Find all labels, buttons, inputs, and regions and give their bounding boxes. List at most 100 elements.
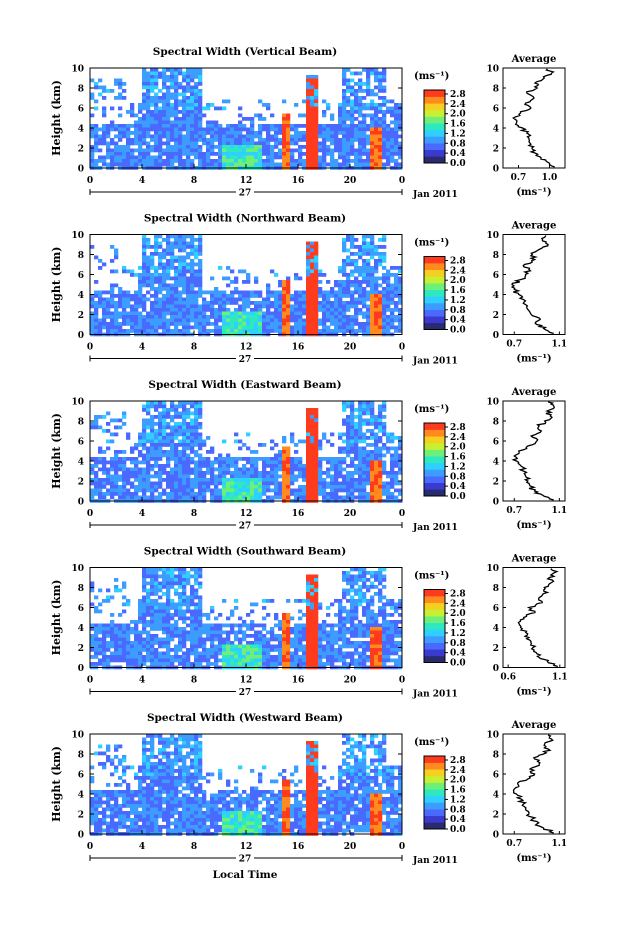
heatmap-cell <box>354 124 359 128</box>
heatmap-cell <box>222 467 227 472</box>
heatmap-cell <box>122 318 127 323</box>
heatmap-cell <box>134 120 139 125</box>
heatmap-cell <box>202 641 207 645</box>
heatmap-cell <box>306 329 311 333</box>
heatmap-cell <box>106 301 111 305</box>
heatmap-cell <box>174 443 179 447</box>
heatmap-cell <box>182 450 187 454</box>
average-x-tick-label: 1.0 <box>542 173 558 183</box>
heatmap-cell <box>386 134 391 139</box>
heatmap-cell <box>194 609 199 614</box>
heatmap-cell <box>294 134 299 139</box>
heatmap-cell <box>358 422 363 426</box>
heatmap-cell <box>114 637 119 642</box>
colorbar-tick-label: 0.4 <box>450 316 466 326</box>
heatmap-cell <box>118 588 123 593</box>
heatmap-cell <box>342 401 347 405</box>
heatmap-cell <box>338 106 343 111</box>
heatmap-cell <box>374 124 379 128</box>
heatmap-cell <box>178 404 183 409</box>
heatmap-cell <box>346 453 351 458</box>
heatmap-cell <box>194 315 199 319</box>
heatmap-cell <box>370 408 375 412</box>
heatmap-cell <box>262 148 267 153</box>
heatmap-cell <box>102 131 107 135</box>
heatmap-cell <box>190 99 195 104</box>
heatmap-cell <box>390 294 395 298</box>
heatmap-cell <box>166 485 171 489</box>
heatmap-cell <box>302 474 307 479</box>
heatmap-cell <box>190 113 195 118</box>
heatmap-cell <box>178 464 183 468</box>
heatmap-cell <box>322 481 327 486</box>
heatmap-cell <box>198 148 203 153</box>
heatmap-cell <box>318 159 323 163</box>
heatmap-cell <box>186 474 191 479</box>
heatmap-cell <box>162 106 167 111</box>
heatmap-cell <box>250 155 255 160</box>
heatmap-cell <box>246 294 251 298</box>
heatmap-cell <box>366 467 371 472</box>
heatmap-cell <box>194 276 199 281</box>
heatmap-cell <box>246 301 251 305</box>
heatmap-cell <box>314 269 319 274</box>
heatmap-cell <box>318 301 323 305</box>
heatmap-cell <box>242 481 247 486</box>
heatmap-cell <box>230 159 235 163</box>
heatmap-cell <box>314 290 319 295</box>
heatmap-cell <box>194 96 199 100</box>
heatmap-cell <box>254 308 259 312</box>
heatmap-cell <box>158 637 163 642</box>
heatmap-cell <box>150 637 155 642</box>
heatmap-cell <box>394 103 399 107</box>
heatmap-cell <box>122 467 127 472</box>
heatmap-cell <box>106 655 111 659</box>
heatmap-cell <box>366 113 371 118</box>
heatmap-cell <box>178 467 183 472</box>
heatmap-cell <box>226 481 231 486</box>
heatmap-cell <box>398 287 403 291</box>
heatmap-cell <box>306 474 311 479</box>
heatmap-cell <box>102 630 107 635</box>
heatmap-cell <box>386 110 391 114</box>
heatmap-cell <box>174 634 179 638</box>
heatmap-cell <box>378 155 383 160</box>
heatmap-cell <box>390 453 395 458</box>
heatmap-cell <box>174 145 179 149</box>
heatmap-cell <box>382 471 387 475</box>
heatmap-cell <box>338 325 343 330</box>
average-profile-line <box>512 68 555 168</box>
heatmap-cell <box>198 408 203 412</box>
heatmap-cell <box>266 159 271 163</box>
heatmap-cell <box>190 304 195 309</box>
heatmap-cell <box>342 110 347 114</box>
heatmap-cell <box>306 117 311 121</box>
heatmap-cell <box>338 457 343 461</box>
heatmap-cell <box>294 329 299 333</box>
heatmap-cell <box>170 315 175 319</box>
heatmap-cell <box>310 287 315 291</box>
heatmap-cell <box>166 152 171 156</box>
heatmap-cell <box>346 329 351 333</box>
heatmap-cell <box>342 308 347 312</box>
heatmap-cell <box>162 255 167 260</box>
heatmap-cell <box>182 276 187 281</box>
heatmap-cell <box>274 273 279 277</box>
heatmap-cell <box>114 585 119 589</box>
heatmap-cell <box>354 304 359 309</box>
heatmap-cell <box>350 329 355 333</box>
heatmap-cell <box>286 124 291 128</box>
heatmap-cell <box>166 457 171 461</box>
heatmap-cell <box>94 304 99 309</box>
heatmap-cell <box>198 315 203 319</box>
heatmap-cell <box>162 297 167 302</box>
heatmap-cell <box>362 159 367 163</box>
heatmap-cell <box>398 453 403 458</box>
heatmap-cell <box>242 138 247 142</box>
heatmap-cell <box>354 238 359 242</box>
heatmap-cell <box>118 145 123 149</box>
heatmap-cell <box>198 436 203 440</box>
heatmap-cell <box>94 315 99 319</box>
heatmap-cell <box>250 464 255 468</box>
heatmap-cell <box>174 238 179 242</box>
